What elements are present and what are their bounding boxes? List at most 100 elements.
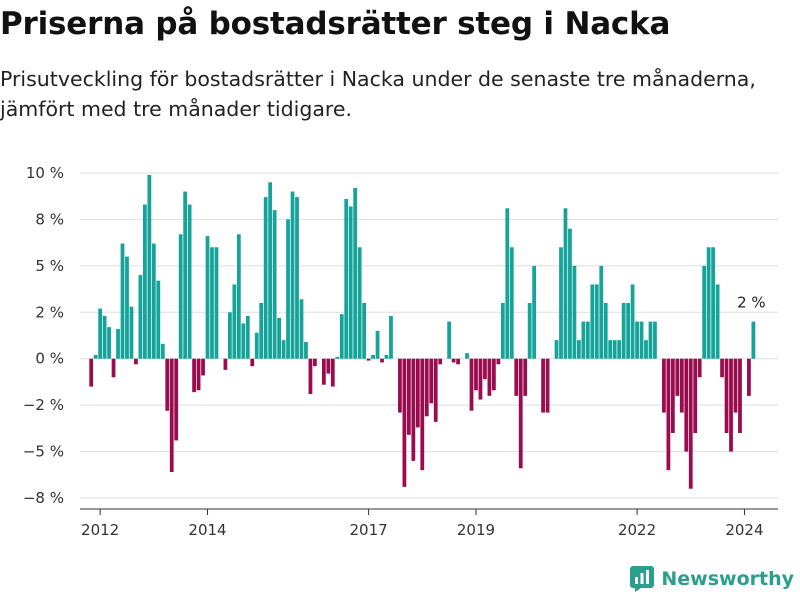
bar — [518, 358, 523, 469]
y-tick-label: 2 % — [35, 303, 64, 321]
bar — [702, 265, 707, 359]
bar — [295, 197, 299, 359]
x-tick-label: 2019 — [457, 521, 495, 539]
x-tick-label: 2024 — [725, 521, 763, 539]
bar — [662, 358, 666, 413]
bar — [527, 303, 532, 359]
x-axis-ticks: 2012 2014 2017 2019 2022 2024 — [81, 509, 764, 539]
x-tick-label: 2017 — [350, 521, 388, 539]
bar — [254, 332, 259, 359]
x-tick-label: 2022 — [618, 521, 656, 539]
bar — [134, 358, 138, 365]
bar — [98, 308, 103, 359]
bar — [693, 358, 698, 433]
bar — [313, 358, 317, 367]
bar — [129, 306, 134, 359]
bar — [670, 358, 675, 433]
bar — [500, 303, 505, 359]
bar — [688, 358, 693, 489]
bar — [545, 358, 550, 413]
bar — [621, 303, 626, 359]
bar — [308, 358, 313, 394]
bar — [747, 358, 751, 396]
bar — [653, 321, 657, 359]
bar — [259, 303, 264, 359]
bar — [711, 247, 716, 359]
bar — [478, 358, 483, 400]
bar — [277, 317, 281, 359]
bar — [585, 321, 590, 359]
bar — [192, 358, 196, 393]
bar — [541, 358, 545, 413]
bar — [738, 358, 742, 433]
bar — [684, 358, 689, 452]
bar — [107, 327, 111, 359]
bar — [402, 358, 407, 487]
bar — [160, 343, 165, 359]
bar — [509, 247, 514, 359]
bar — [389, 316, 393, 359]
bar — [111, 358, 116, 378]
bar — [326, 358, 331, 374]
bar — [599, 265, 604, 359]
bar — [420, 358, 425, 471]
bar — [487, 358, 492, 396]
bar — [433, 358, 438, 422]
bar — [169, 358, 174, 472]
bar — [617, 340, 622, 359]
bar — [635, 321, 639, 359]
bar — [142, 204, 147, 359]
bar — [491, 358, 496, 391]
bar — [116, 329, 120, 359]
bar — [201, 358, 205, 376]
bar — [447, 321, 452, 359]
bar — [344, 199, 349, 359]
bar — [290, 191, 295, 359]
bar — [210, 247, 214, 359]
bars — [89, 174, 756, 489]
bar — [559, 247, 563, 359]
bar — [554, 340, 559, 359]
bar — [371, 355, 375, 359]
bar — [648, 321, 653, 359]
last-value-annotation: 2 % — [737, 294, 766, 312]
bar — [639, 321, 644, 359]
bar — [429, 358, 434, 404]
bar — [339, 314, 344, 359]
bar — [720, 358, 724, 378]
bar — [666, 358, 671, 471]
bar — [679, 358, 684, 413]
bar — [594, 284, 599, 359]
bar — [514, 358, 519, 396]
brand-logo[interactable]: Newsworthy — [630, 566, 794, 592]
bar — [438, 358, 443, 365]
bar — [733, 358, 738, 413]
y-tick-label: 5 % — [35, 257, 64, 275]
bar — [151, 243, 156, 359]
bar — [380, 358, 384, 363]
bar — [523, 358, 528, 396]
bar — [281, 340, 286, 359]
gridlines — [80, 172, 778, 499]
y-tick-label: −2 % — [23, 396, 64, 414]
bar — [715, 284, 720, 359]
bar — [496, 358, 501, 365]
bar — [375, 330, 380, 359]
bar — [156, 280, 161, 359]
bar — [147, 174, 152, 359]
bar — [335, 356, 340, 359]
bar — [456, 358, 460, 365]
bar — [205, 236, 210, 359]
bar — [348, 206, 353, 359]
bar — [330, 358, 335, 387]
bar — [353, 187, 358, 359]
bar — [729, 358, 733, 452]
y-tick-label: 8 % — [35, 210, 64, 228]
bar — [451, 358, 456, 363]
bar — [612, 340, 617, 359]
bar — [268, 182, 273, 359]
chart-title: Priserna på bostadsrätter steg i Nacka — [0, 6, 671, 42]
bar — [223, 358, 228, 370]
bar — [236, 234, 241, 359]
bar — [675, 358, 680, 396]
